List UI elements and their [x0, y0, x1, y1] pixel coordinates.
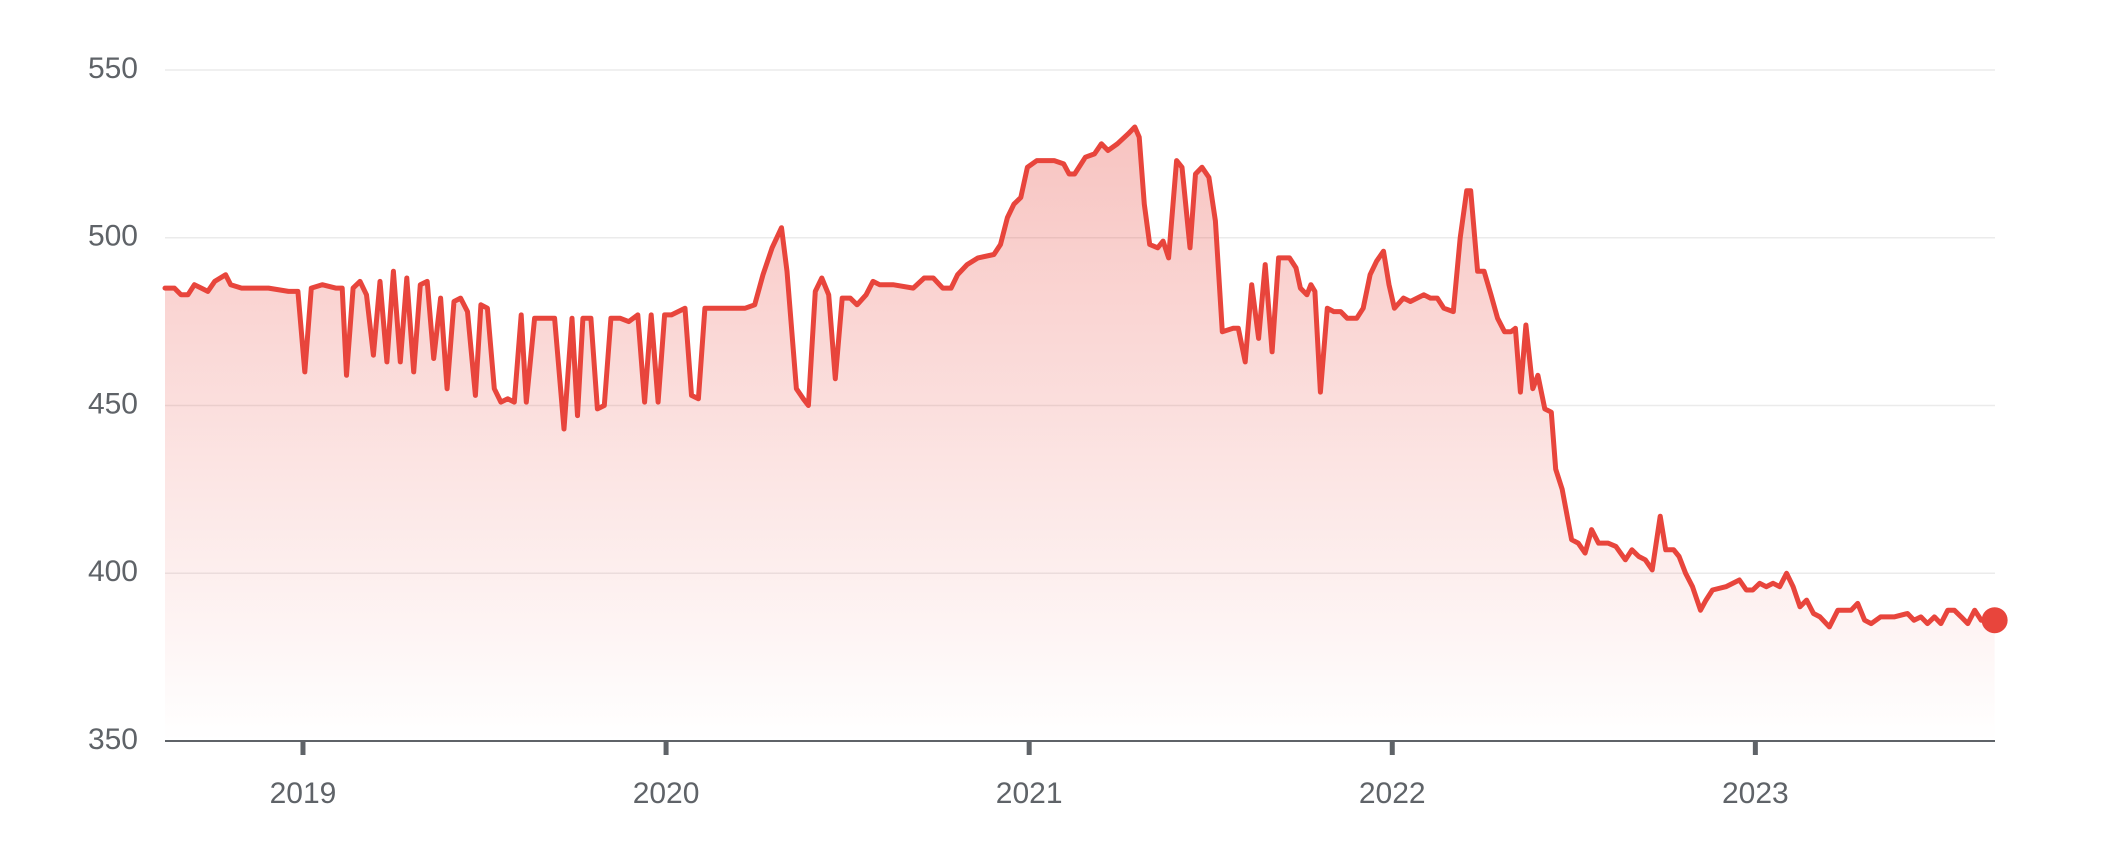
x-tick-label: 2023: [1722, 777, 1789, 810]
x-tick-label: 2022: [1359, 777, 1426, 810]
y-tick-label: 450: [88, 387, 138, 420]
line: [162, 124, 1998, 630]
x-tick-label: 2021: [996, 777, 1063, 810]
x-tick-label: 2019: [270, 777, 337, 810]
x-tick-label: 2020: [633, 777, 700, 810]
y-tick-label: 350: [88, 723, 138, 756]
y-tick-label: 500: [88, 220, 138, 253]
end-point: [1981, 607, 2008, 634]
y-tick-label: 400: [88, 555, 138, 588]
area: [165, 127, 1995, 741]
y-tick-label: 550: [88, 52, 138, 85]
